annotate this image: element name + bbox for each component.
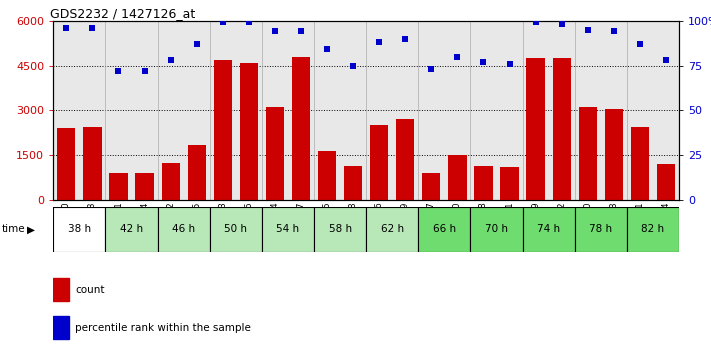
Point [608,29,619,34]
Bar [366,21,418,200]
Point [661,57,672,63]
Point [191,41,203,47]
Bar [314,207,366,252]
Text: ▶: ▶ [27,225,35,234]
Bar [262,207,314,252]
Bar [318,151,336,200]
Bar [523,207,574,252]
Point [582,27,594,32]
Bar [210,21,262,200]
Bar [262,21,314,200]
Bar [471,21,523,200]
Bar [523,21,574,200]
Bar [579,107,597,200]
Point [348,63,359,68]
Bar [471,207,523,252]
Point [269,29,281,34]
Point [451,54,463,59]
Bar [627,207,679,252]
Point [478,59,489,65]
Bar [422,173,440,200]
Point [321,47,333,52]
Point [113,68,124,74]
Point [634,41,646,47]
Bar [314,21,366,200]
Point [87,25,98,31]
Text: 42 h: 42 h [120,225,143,234]
Point [530,20,541,25]
Point [243,20,255,25]
Bar [135,173,154,200]
Text: time: time [1,225,25,234]
Bar [292,57,310,200]
Bar [109,173,127,200]
Point [165,57,176,63]
Bar [105,21,158,200]
Bar [266,107,284,200]
Bar [158,21,210,200]
Bar [161,163,180,200]
Text: count: count [75,285,105,295]
Text: 38 h: 38 h [68,225,91,234]
Text: 70 h: 70 h [485,225,508,234]
Point [373,39,385,45]
Text: 78 h: 78 h [589,225,612,234]
Bar [604,109,623,200]
Bar [53,207,105,252]
Text: 58 h: 58 h [328,225,352,234]
Text: percentile rank within the sample: percentile rank within the sample [75,323,251,333]
Bar [158,207,210,252]
Text: GDS2232 / 1427126_at: GDS2232 / 1427126_at [50,7,196,20]
Point [217,20,228,25]
Point [60,25,72,31]
Bar [105,207,158,252]
Point [556,21,567,27]
Text: 54 h: 54 h [277,225,299,234]
Bar [574,207,627,252]
Text: 50 h: 50 h [224,225,247,234]
Bar [448,155,466,200]
Bar [657,164,675,200]
Bar [474,166,493,200]
Point [139,68,150,74]
Point [426,66,437,72]
Text: 82 h: 82 h [641,225,665,234]
Point [295,29,306,34]
Bar [370,125,388,200]
Bar [53,21,105,200]
Bar [83,127,102,200]
Point [400,36,411,41]
Bar [627,21,679,200]
Bar [240,62,258,200]
Text: 46 h: 46 h [172,225,196,234]
Text: 62 h: 62 h [380,225,404,234]
Bar [366,207,418,252]
Bar [418,207,471,252]
Text: 66 h: 66 h [433,225,456,234]
Bar [57,128,75,200]
Bar [213,60,232,200]
Text: 74 h: 74 h [537,225,560,234]
Bar [344,166,362,200]
Point [504,61,515,67]
Bar [501,167,518,200]
Bar [552,58,571,200]
Bar [53,278,69,301]
Bar [188,145,206,200]
Bar [526,58,545,200]
Bar [418,21,471,200]
Bar [631,127,649,200]
Bar [396,119,415,200]
Bar [210,207,262,252]
Bar [574,21,627,200]
Bar [53,316,69,339]
